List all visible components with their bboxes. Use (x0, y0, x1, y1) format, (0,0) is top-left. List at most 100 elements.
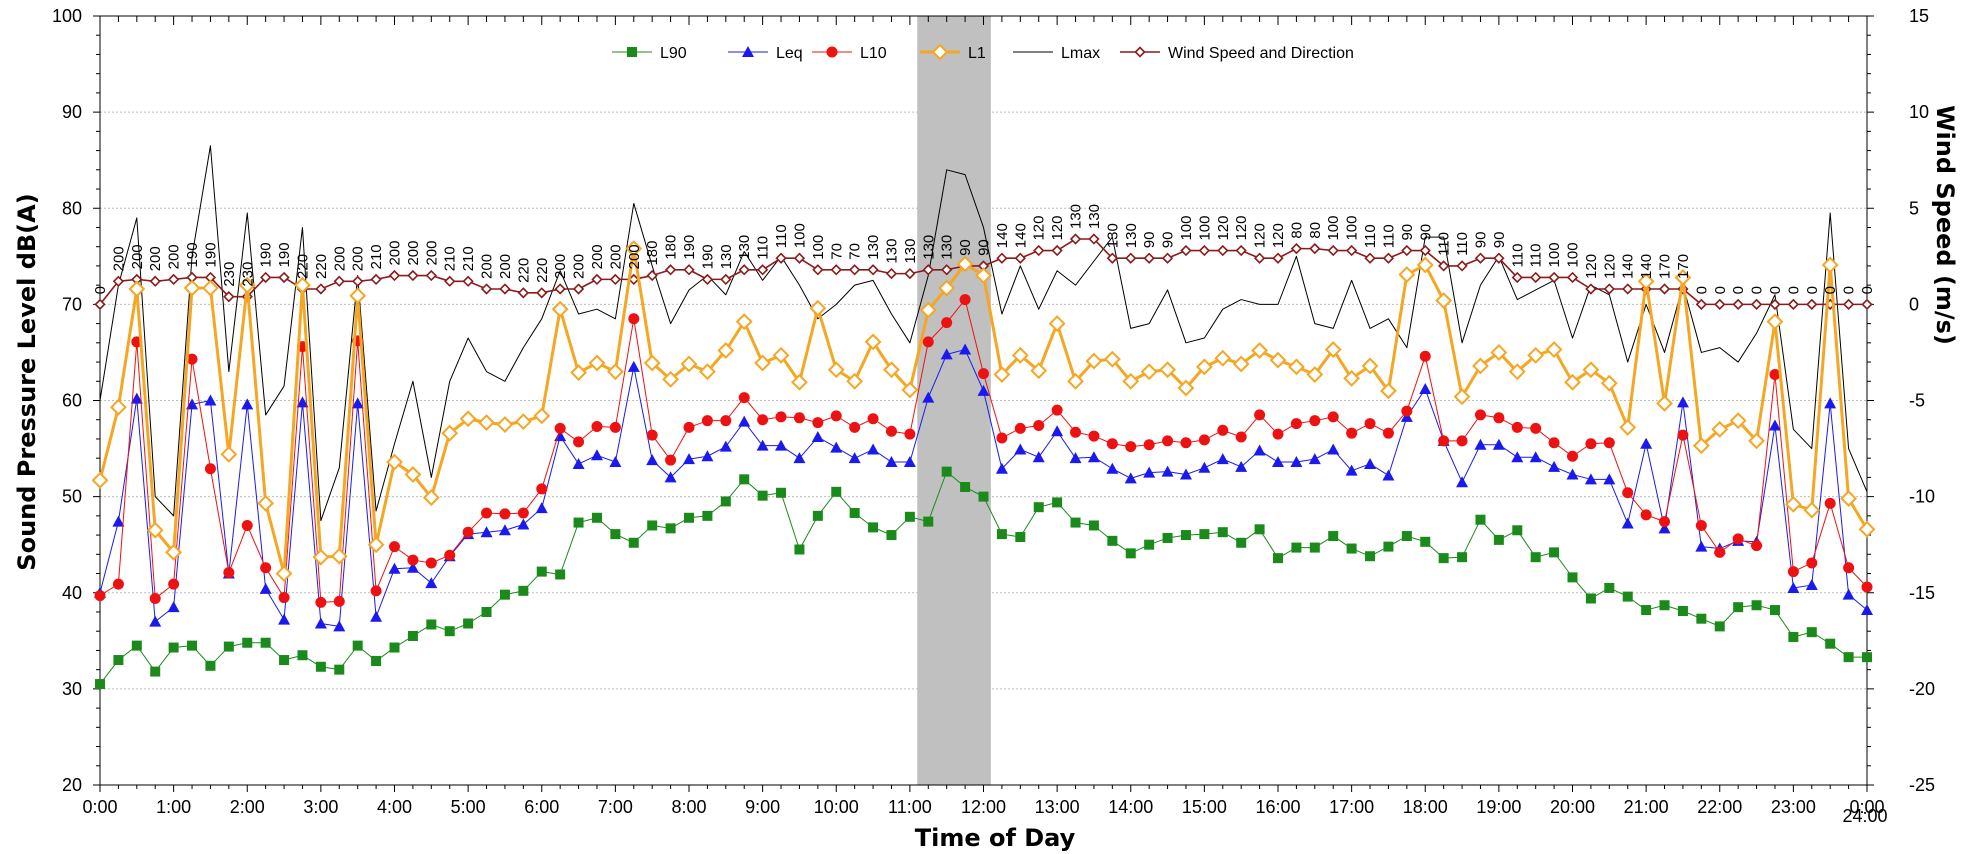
legend-label: L90 (660, 45, 687, 62)
wind-marker (756, 264, 769, 276)
l10-marker (1714, 546, 1726, 558)
l1-marker (91, 471, 109, 489)
wind-direction-label: 120 (1215, 216, 1232, 241)
leq-marker (388, 562, 401, 574)
wind-direction-label: 0 (1767, 286, 1784, 294)
l10-marker (444, 549, 456, 561)
wind-direction-label: 90 (1472, 232, 1489, 249)
l90-marker (1751, 600, 1762, 611)
wind-marker (1033, 244, 1045, 257)
wind-marker (996, 252, 1008, 264)
leq-marker (1382, 469, 1395, 481)
l10-marker (1677, 429, 1689, 441)
wind-direction-label: 130 (883, 239, 900, 264)
l1-marker (1195, 358, 1213, 376)
wind-marker (1530, 271, 1542, 284)
l10-marker (204, 463, 216, 475)
leq-marker (1345, 464, 1358, 476)
l90-marker (960, 482, 971, 493)
l90-marker (1512, 525, 1523, 536)
leq-marker (425, 577, 438, 589)
l10-marker (1659, 516, 1671, 528)
y-tick-label: 80 (62, 198, 82, 218)
wind-marker (1051, 244, 1063, 257)
x-tick-label: 15:00 (1182, 797, 1227, 817)
wind-direction-label: 90 (1160, 232, 1177, 249)
l90-marker (1530, 552, 1541, 563)
x-tick-label: 12:00 (961, 797, 1006, 817)
l1-marker (1582, 361, 1600, 379)
wind-direction-label: 180 (663, 235, 680, 260)
l90-marker (941, 466, 952, 477)
l10-marker (1474, 409, 1486, 421)
x-tick-label: 9:00 (745, 797, 780, 817)
x-tick-label: 6:00 (524, 797, 559, 817)
x-tick-label: 13:00 (1035, 797, 1080, 817)
l1-marker (257, 494, 275, 512)
wind-marker (1695, 298, 1707, 311)
legend-label: Leq (776, 45, 803, 62)
wind-marker (775, 252, 787, 264)
wind-direction-label: 200 (589, 244, 606, 269)
leq-marker (977, 384, 990, 396)
l1-marker (1048, 315, 1066, 333)
l10-marker (591, 420, 603, 432)
wind-direction-label: 90 (976, 239, 993, 256)
l90-marker (389, 642, 400, 653)
l90-marker (904, 511, 915, 522)
x-tick-label: 19:00 (1476, 797, 1521, 817)
y2-tick-label: -25 (1909, 775, 1935, 795)
l1-marker (1361, 357, 1379, 375)
wind-direction-label: 100 (1196, 216, 1213, 241)
l1-marker (459, 410, 477, 428)
wind-marker (683, 264, 695, 276)
leq-marker (1861, 604, 1873, 616)
wind-marker (867, 264, 879, 276)
leq-marker (627, 360, 640, 372)
leq-marker (296, 396, 309, 408)
l10-marker (609, 421, 621, 433)
leq-marker (1842, 588, 1855, 600)
l90-marker (1438, 553, 1449, 564)
wind-direction-label: 0 (1749, 286, 1766, 294)
l90-marker (1180, 530, 1191, 541)
l90-marker (444, 626, 455, 637)
l1-marker (827, 361, 845, 379)
l1-marker (1159, 361, 1176, 379)
l1-marker (1067, 372, 1084, 390)
l10-marker (1162, 435, 1174, 447)
y-tick-label: 50 (62, 487, 82, 507)
l90-marker (131, 640, 142, 651)
l10-marker (1585, 438, 1597, 450)
leq-marker (1695, 540, 1708, 552)
l90-marker (297, 650, 308, 661)
wind-direction-label: 200 (571, 254, 588, 279)
l90-marker (242, 637, 253, 648)
x-tick-label: 8:00 (671, 797, 706, 817)
wind-marker (223, 291, 235, 303)
wind-direction-label: 140 (1638, 254, 1655, 279)
series-layer (91, 145, 1876, 690)
x-tick-label: 17:00 (1329, 797, 1374, 817)
wind-direction-label: 200 (423, 241, 440, 266)
leq-marker (1032, 451, 1045, 463)
wind-direction-label: 130 (1123, 223, 1140, 248)
leq-marker (241, 398, 254, 410)
l10-marker (554, 422, 566, 434)
l10-marker (1143, 439, 1155, 451)
leq-marker (1253, 444, 1266, 456)
wind-marker (1327, 244, 1339, 257)
l10-marker (573, 436, 585, 448)
l10-marker (959, 294, 971, 306)
wind-direction-label: 110 (1528, 244, 1545, 268)
l10-marker (1806, 557, 1818, 569)
l10-marker (1088, 430, 1100, 442)
l90-marker (1346, 543, 1357, 554)
l90-marker (1585, 593, 1596, 604)
wind-marker (1143, 252, 1155, 264)
series-lmax (99, 145, 1868, 522)
leq-marker (1051, 425, 1064, 437)
l10-marker (481, 507, 493, 519)
